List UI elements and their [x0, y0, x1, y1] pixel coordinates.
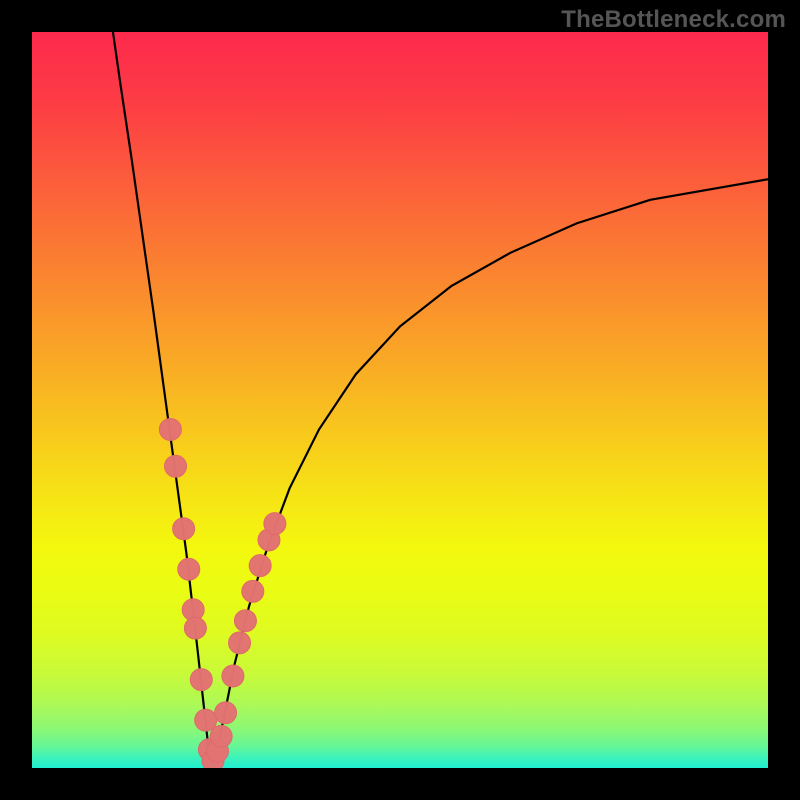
- scatter-point: [229, 632, 251, 654]
- scatter-point: [210, 725, 232, 747]
- scatter-point: [242, 580, 264, 602]
- scatter-point: [264, 513, 286, 535]
- bottleneck-curve: [113, 32, 768, 761]
- scatter-point: [173, 518, 195, 540]
- plot-area: [32, 32, 768, 768]
- scatter-point: [234, 610, 256, 632]
- scatter-point: [249, 555, 271, 577]
- scatter-point: [184, 617, 206, 639]
- scatter-point: [190, 669, 212, 691]
- component-scatter: [159, 418, 286, 768]
- bottleneck-figure: TheBottleneck.com: [0, 0, 800, 800]
- scatter-point: [159, 418, 181, 440]
- chart-overlay: [32, 32, 768, 768]
- scatter-point: [222, 665, 244, 687]
- scatter-point: [165, 455, 187, 477]
- watermark-text: TheBottleneck.com: [561, 6, 786, 34]
- scatter-point: [178, 558, 200, 580]
- scatter-point: [215, 702, 237, 724]
